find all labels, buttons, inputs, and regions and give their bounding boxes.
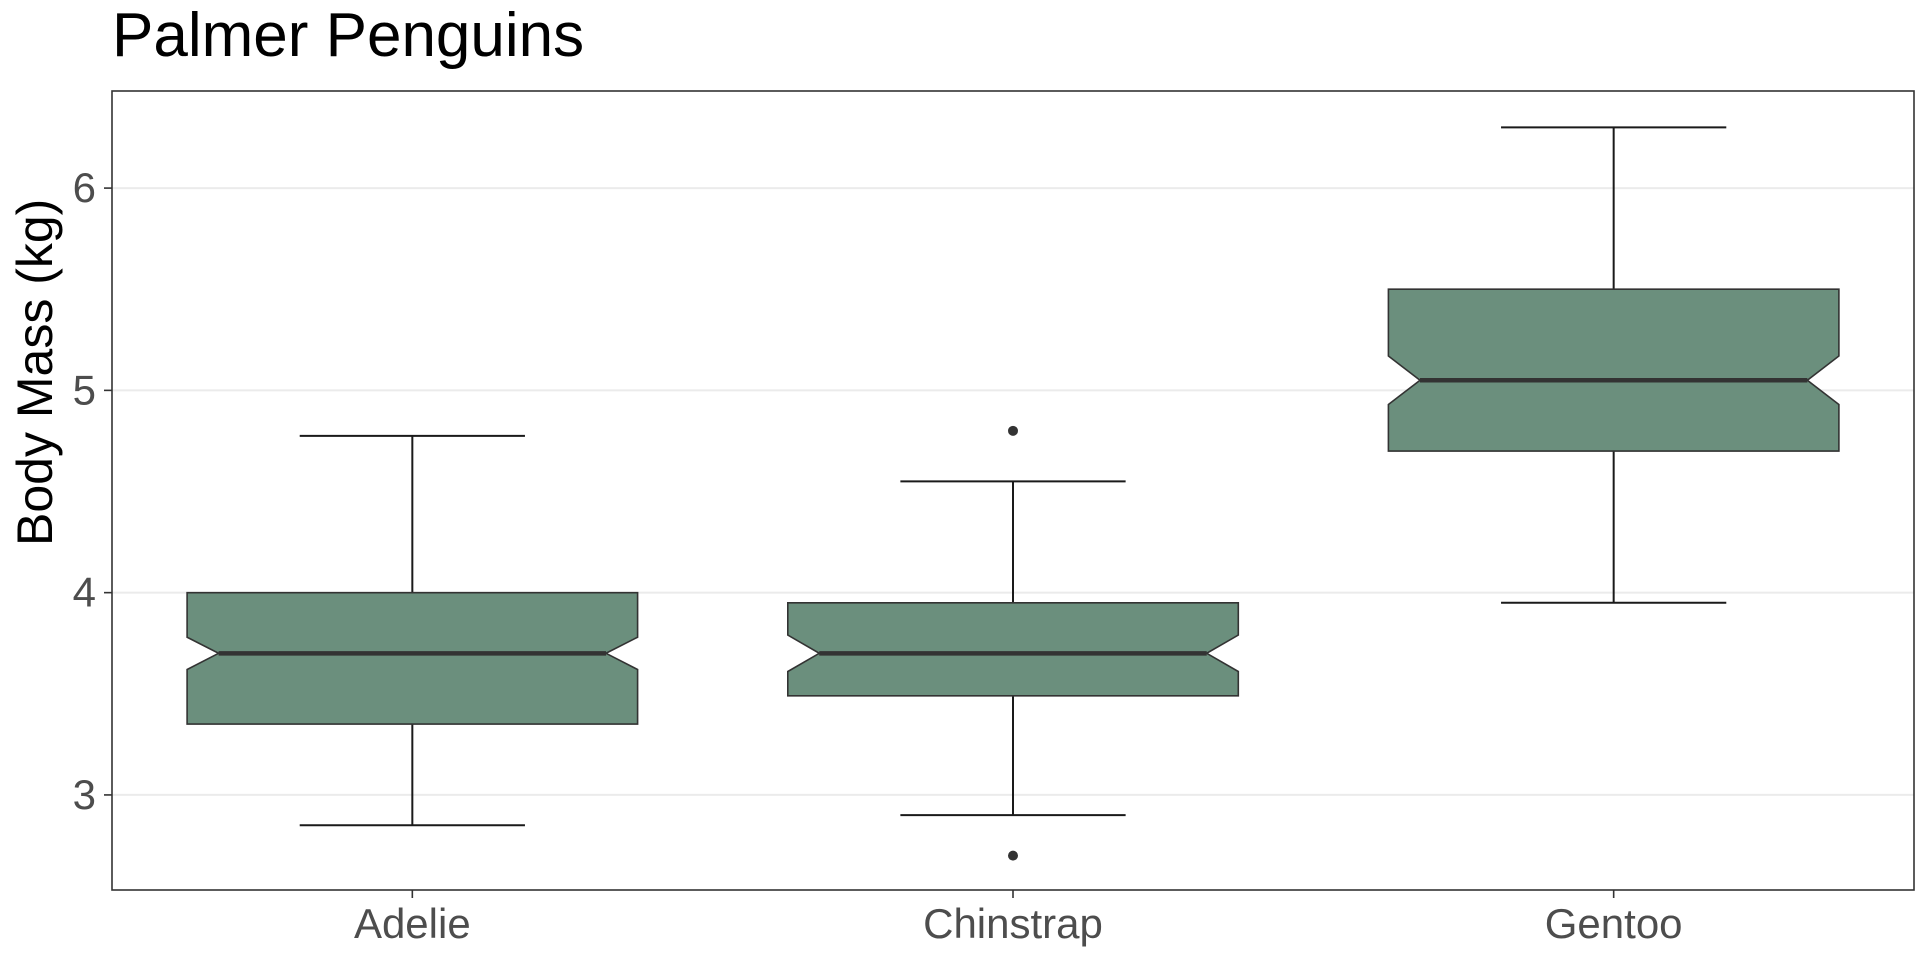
x-tick-label: Chinstrap	[923, 900, 1103, 947]
box-chinstrap	[786, 425, 1240, 861]
x-tick-label: Gentoo	[1545, 900, 1683, 947]
y-tick-label: 6	[73, 164, 96, 211]
chart-title: Palmer Penguins	[112, 1, 584, 70]
box-adelie	[186, 434, 639, 827]
box-body	[186, 591, 639, 725]
box-plot-series	[186, 126, 1840, 861]
y-axis-title: Body Mass (kg)	[7, 199, 63, 546]
outlier-point	[1008, 850, 1018, 861]
box-gentoo	[1387, 126, 1840, 604]
outlier-point	[1008, 425, 1018, 436]
box-body	[1387, 288, 1840, 452]
y-tick-label: 3	[73, 771, 96, 818]
y-tick-label: 5	[73, 366, 96, 413]
y-tick-label: 4	[73, 569, 96, 616]
axes: 3 4 5 6 Adelie Chinstrap Gentoo	[73, 164, 1683, 947]
box-body	[786, 601, 1240, 697]
x-tick-label: Adelie	[354, 900, 471, 947]
